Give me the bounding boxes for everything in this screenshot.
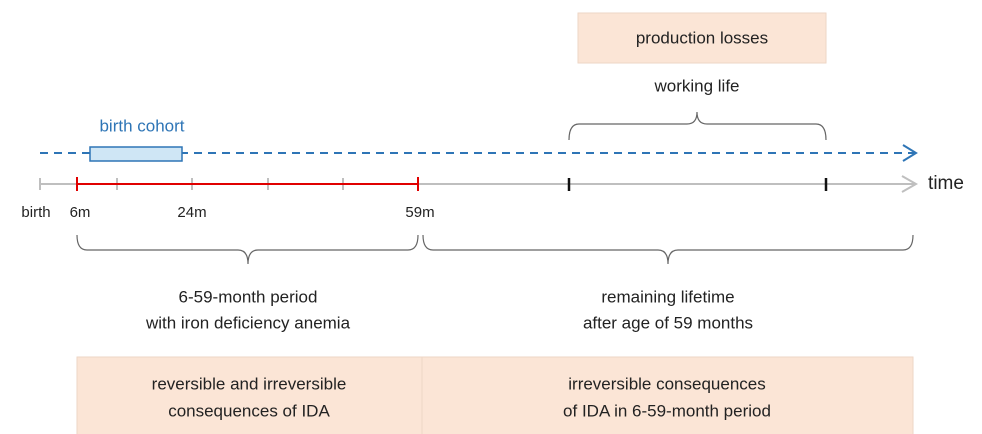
tick-label: 6m	[70, 204, 91, 221]
tick-label: 24m	[177, 204, 206, 221]
tick-label: birth	[21, 204, 50, 221]
consequence-text: consequences of IDA	[168, 401, 330, 420]
birth-cohort-label: birth cohort	[99, 116, 184, 135]
consequence-box	[76, 356, 423, 434]
consequence-text: reversible and irreversible	[152, 374, 347, 393]
working-life-brace	[568, 111, 827, 141]
tick-label: 59m	[405, 204, 434, 221]
production-losses: production losses	[636, 28, 768, 47]
right-period-text: after age of 59 months	[583, 313, 753, 332]
right-period-text: remaining lifetime	[601, 287, 734, 306]
right-brace	[422, 234, 914, 265]
consequence-text: of IDA in 6-59-month period	[563, 401, 771, 420]
cohort-arrow	[902, 144, 918, 162]
consequence-text: irreversible consequences	[568, 374, 766, 393]
left-period-text: with iron deficiency anemia	[145, 313, 351, 332]
left-period-text: 6-59-month period	[179, 287, 318, 306]
working-life: working life	[653, 76, 739, 95]
left-brace	[76, 234, 419, 265]
time-arrow	[901, 175, 919, 193]
time-label: time	[928, 173, 964, 194]
cohort-box	[89, 146, 183, 162]
production-losses-box	[577, 12, 827, 64]
consequence-box	[421, 356, 914, 434]
